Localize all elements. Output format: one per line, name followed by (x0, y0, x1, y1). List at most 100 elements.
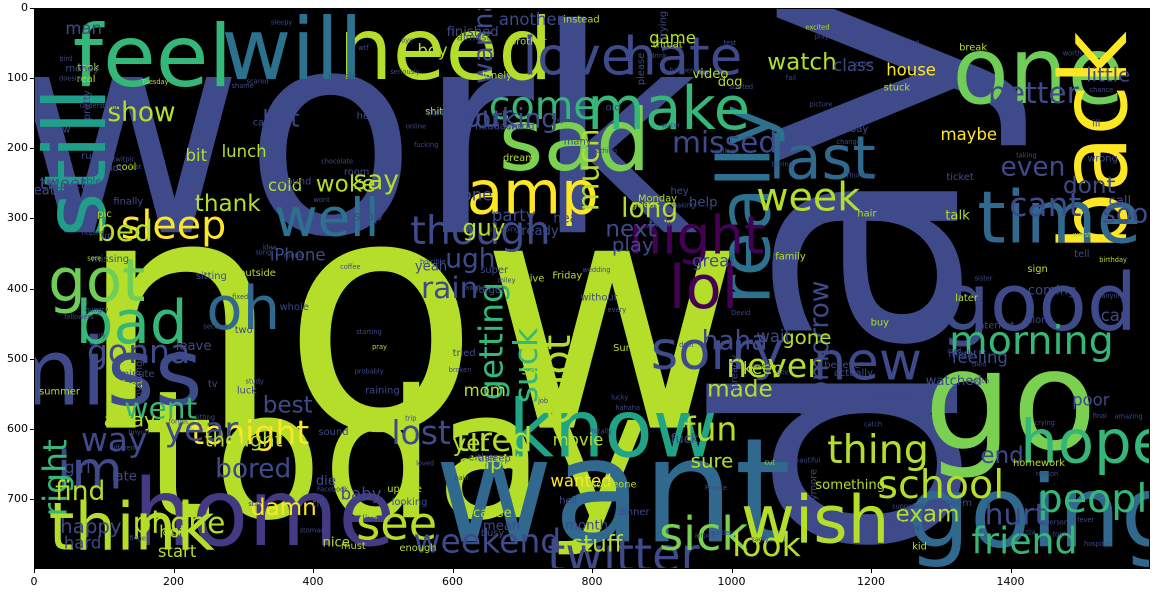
word-boring: boring (772, 160, 793, 168)
word-tweet: tweet (40, 174, 87, 193)
word-friend: friend (971, 520, 1077, 563)
word-long: long (621, 193, 678, 224)
word-away: away (104, 408, 156, 431)
word-shopping: shopping (489, 226, 519, 234)
word-will: will (221, 8, 363, 100)
word-going: going (907, 455, 1150, 569)
word-got: got (48, 247, 145, 316)
word-died: died (972, 361, 986, 369)
word-thought: thought (205, 429, 283, 452)
word-anymore: anymore (808, 469, 819, 513)
word-change: change (836, 138, 860, 146)
word-sign: sign (1027, 264, 1047, 275)
word-way: way (81, 420, 148, 459)
word-told: told (1052, 530, 1065, 538)
word-bed: bed (97, 214, 153, 249)
word-bird: bird (59, 55, 72, 63)
word-love: love (523, 27, 634, 88)
word-mean: mean (483, 519, 520, 534)
word-pain: pain (454, 474, 468, 482)
word-work: work (34, 8, 698, 299)
word-tonight: tonight (191, 413, 309, 452)
x-tick-mark (871, 569, 872, 573)
word-now: now (77, 129, 744, 505)
word-pic: pic (97, 209, 111, 220)
word-hahaha: hahaha (615, 404, 640, 412)
word-day: day (651, 8, 1035, 563)
word-well: well (274, 188, 379, 249)
word-soon: soon (1102, 199, 1150, 230)
word-school: school (877, 462, 1004, 508)
word-cold: cold (268, 176, 302, 195)
word-start: start (158, 542, 197, 561)
word-working: working (453, 104, 558, 135)
word-finished: finished (447, 25, 499, 40)
word-internet: internet (975, 320, 1014, 331)
word-missing: missing (91, 254, 129, 265)
word-keep: keep (743, 359, 783, 378)
word-say: say (353, 165, 399, 196)
word-hurt: hurt (985, 498, 1046, 533)
word-hope: hope (1020, 408, 1150, 477)
word-call: call (1109, 194, 1132, 209)
word-loved: loved (416, 460, 434, 468)
word-starting: starting (356, 328, 382, 336)
word-without: without (580, 292, 617, 303)
word-stuff: stuff (571, 532, 624, 558)
word-cut: cut (764, 458, 775, 466)
word-amazing: amazing (1115, 413, 1143, 421)
word-reason: reason (1036, 470, 1058, 478)
x-tick-label: 1200 (857, 575, 885, 588)
word-excited: excited (805, 24, 829, 32)
word-sore: sore (87, 255, 101, 263)
word-final: final (1093, 412, 1107, 420)
word-kinda: kinda (753, 362, 771, 370)
word-busy: busy (481, 528, 505, 539)
word-song: song (255, 248, 271, 256)
word-someone: someone (591, 479, 636, 490)
x-tick-mark (452, 569, 454, 573)
word-guess: guess (631, 200, 660, 211)
word-probably: probably (355, 368, 384, 376)
word-around: around (277, 176, 312, 187)
word-even: even (1000, 152, 1065, 183)
word-update: update (387, 484, 422, 495)
word-trip: trip (405, 415, 416, 423)
word-worth: worth (1063, 49, 1082, 57)
word-lot: lot (110, 163, 123, 174)
word-bored: bored (215, 453, 291, 484)
word-video: video (692, 67, 728, 82)
word-ready: ready (521, 224, 559, 239)
y-tick-mark (30, 358, 34, 360)
word-gonna: gonna (87, 332, 190, 371)
word-doesnt: doesnt (59, 75, 82, 83)
x-tick-mark (592, 569, 593, 573)
word-stay: stay (248, 500, 262, 508)
word-best: best (263, 393, 313, 419)
word-wanna: wanna (468, 8, 499, 84)
word-late: late (112, 469, 137, 484)
word-later: later (955, 293, 979, 304)
word-never: never (726, 346, 821, 385)
word-rain: rain (421, 271, 478, 306)
word-brother: brother (510, 36, 547, 47)
word-buy: buy (871, 318, 890, 329)
word-week: week (756, 174, 860, 220)
word-stop: stop (354, 209, 382, 224)
word-either: either (469, 453, 499, 464)
word-shit: shit (425, 107, 443, 118)
word-come: come (489, 83, 598, 129)
word-went: went (124, 391, 197, 426)
word-hair: hair (857, 209, 877, 220)
word-thursday: Thursday (844, 172, 876, 180)
word-yep: yep (553, 116, 565, 124)
word-wish: wish (741, 481, 890, 558)
word-fail: fail (786, 74, 796, 82)
word-left: left (262, 106, 299, 132)
y-tick-label: 700 (7, 491, 28, 505)
word-break: break (959, 43, 987, 54)
word-mom: mom (464, 381, 506, 400)
word-need: need (338, 8, 552, 100)
word-college: college (715, 147, 739, 155)
word-morning: morning (949, 318, 1114, 364)
